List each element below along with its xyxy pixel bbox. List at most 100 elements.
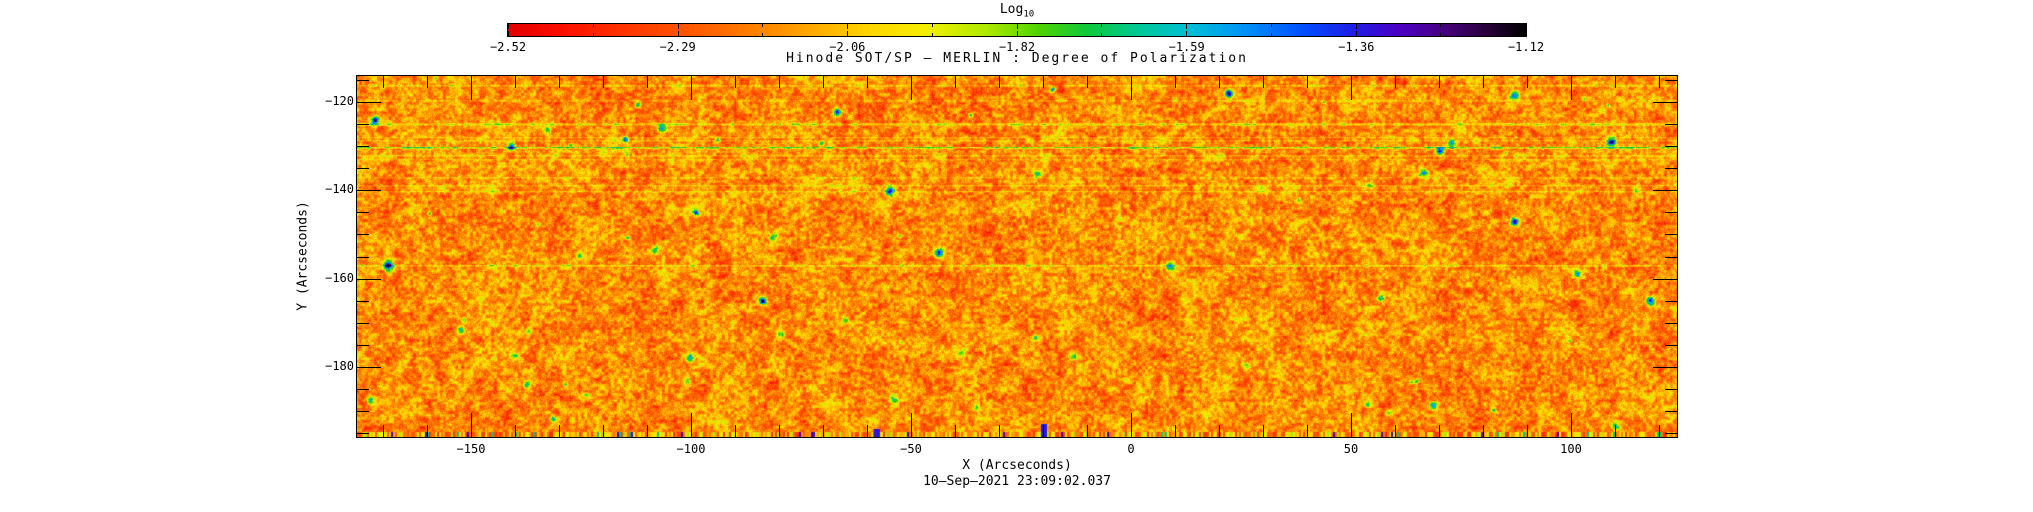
y-minor-tick xyxy=(1665,234,1677,235)
x-minor-tick xyxy=(1615,425,1616,437)
x-minor-tick xyxy=(1263,425,1264,437)
y-minor-tick xyxy=(357,80,369,81)
colorbar-tick-label: −2.29 xyxy=(659,40,696,54)
colorbar-tick xyxy=(678,24,679,29)
colorbar-tick-label: −2.06 xyxy=(829,40,866,54)
y-minor-tick xyxy=(1665,345,1677,346)
y-minor-tick xyxy=(357,345,369,346)
y-major-tick xyxy=(1653,190,1677,191)
y-minor-tick xyxy=(1665,146,1677,147)
x-minor-tick xyxy=(515,76,516,88)
x-minor-tick xyxy=(779,425,780,437)
x-tick-label: −150 xyxy=(456,442,486,456)
colorbar-minor-tick xyxy=(593,24,594,27)
x-minor-tick xyxy=(1219,425,1220,437)
x-axis-title: X (Arcseconds) xyxy=(962,458,1072,473)
y-tick-label: −180 xyxy=(325,359,354,373)
colorbar-tick xyxy=(508,31,509,36)
y-major-tick xyxy=(357,190,381,191)
x-major-tick xyxy=(1571,76,1572,100)
y-major-tick xyxy=(1653,367,1677,368)
x-minor-tick xyxy=(999,425,1000,437)
y-minor-tick xyxy=(357,168,369,169)
x-minor-tick xyxy=(1043,425,1044,437)
y-major-tick xyxy=(357,279,381,280)
y-major-tick xyxy=(1653,279,1677,280)
y-minor-tick xyxy=(357,301,369,302)
colorbar-tick xyxy=(1186,31,1187,36)
colorbar-minor-tick xyxy=(932,33,933,36)
x-major-tick xyxy=(1351,76,1352,100)
x-minor-tick xyxy=(427,425,428,437)
y-minor-tick xyxy=(1665,389,1677,390)
x-minor-tick xyxy=(1043,76,1044,88)
y-tick-label: −140 xyxy=(325,182,354,196)
x-minor-tick xyxy=(823,425,824,437)
y-minor-tick xyxy=(1665,257,1677,258)
x-minor-tick xyxy=(603,76,604,88)
colorbar-tick-label: −1.12 xyxy=(1507,40,1545,54)
y-minor-tick xyxy=(1665,124,1677,125)
x-major-tick xyxy=(911,413,912,437)
x-minor-tick xyxy=(647,76,648,88)
y-major-tick xyxy=(357,367,381,368)
x-minor-tick xyxy=(1307,425,1308,437)
y-major-tick xyxy=(1653,102,1677,103)
x-major-tick xyxy=(691,76,692,100)
colorbar-tick-label: −1.59 xyxy=(1168,40,1205,54)
colorbar-minor-tick xyxy=(932,24,933,27)
y-tick-label: −120 xyxy=(325,94,354,108)
colorbar-minor-tick xyxy=(593,33,594,36)
x-minor-tick xyxy=(999,76,1000,88)
x-minor-tick xyxy=(867,76,868,88)
colorbar-tick xyxy=(1356,24,1357,29)
x-minor-tick xyxy=(559,425,560,437)
colorbar-tick xyxy=(1525,31,1526,36)
colorbar-minor-tick xyxy=(1271,24,1272,27)
x-minor-tick xyxy=(427,76,428,88)
colorbar-tick-label: −1.36 xyxy=(1338,40,1375,54)
y-minor-tick xyxy=(357,234,369,235)
x-minor-tick xyxy=(823,76,824,88)
x-minor-tick xyxy=(1175,76,1176,88)
x-tick-label: 0 xyxy=(1127,442,1135,456)
colorbar-minor-tick xyxy=(1440,33,1441,36)
x-major-tick xyxy=(471,413,472,437)
x-minor-tick xyxy=(1175,425,1176,437)
x-minor-tick xyxy=(603,425,604,437)
x-minor-tick xyxy=(1087,76,1088,88)
y-minor-tick xyxy=(357,124,369,125)
y-tick-label: −160 xyxy=(325,271,354,285)
y-minor-tick xyxy=(357,411,369,412)
x-minor-tick xyxy=(383,76,384,88)
colorbar-tick xyxy=(678,31,679,36)
y-minor-tick xyxy=(357,389,369,390)
x-minor-tick xyxy=(1263,76,1264,88)
y-minor-tick xyxy=(1665,301,1677,302)
colorbar-tick xyxy=(1525,24,1526,29)
y-minor-tick xyxy=(357,212,369,213)
x-minor-tick xyxy=(1615,76,1616,88)
x-minor-tick xyxy=(1659,425,1660,437)
colorbar-title-subscript: 10 xyxy=(1023,9,1035,20)
colorbar-minor-tick xyxy=(762,24,763,27)
x-major-tick xyxy=(691,413,692,437)
y-minor-tick xyxy=(357,323,369,324)
polarization-heatmap-canvas xyxy=(357,76,1677,437)
x-minor-tick xyxy=(1659,76,1660,88)
colorbar-tick xyxy=(1356,31,1357,36)
x-minor-tick xyxy=(1439,76,1440,88)
x-minor-tick xyxy=(1527,76,1528,88)
x-major-tick xyxy=(911,76,912,100)
x-major-tick xyxy=(1571,413,1572,437)
y-major-tick xyxy=(357,102,381,103)
colorbar-title: Log10 xyxy=(1000,2,1034,20)
x-minor-tick xyxy=(955,76,956,88)
x-minor-tick xyxy=(955,425,956,437)
x-major-tick xyxy=(1351,413,1352,437)
y-minor-tick xyxy=(1665,212,1677,213)
colorbar-tick xyxy=(1017,31,1018,36)
y-minor-tick xyxy=(1665,168,1677,169)
y-minor-tick xyxy=(1665,433,1677,434)
colorbar-minor-tick xyxy=(1271,33,1272,36)
